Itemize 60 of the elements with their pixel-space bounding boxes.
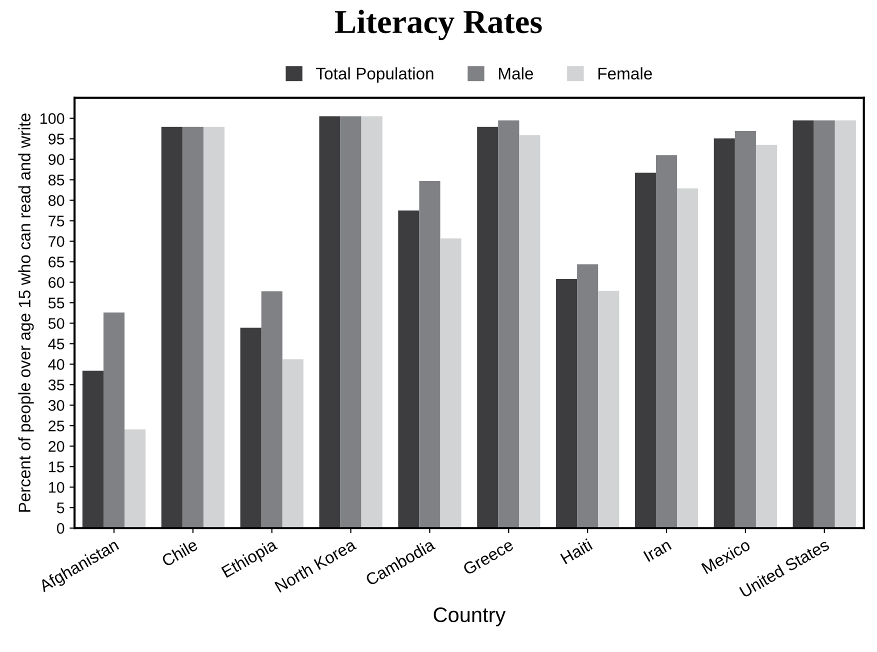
y-tick-label: 100	[40, 113, 64, 124]
bar	[419, 180, 440, 528]
y-tick-label: 35	[48, 380, 64, 390]
y-tick-label: 80	[48, 195, 64, 206]
bar	[124, 429, 146, 528]
y-tick-label: 15	[48, 462, 64, 472]
bar	[182, 126, 204, 528]
legend-label: Male	[499, 67, 534, 80]
bar	[556, 278, 578, 528]
bar	[677, 188, 698, 528]
bar	[398, 210, 420, 528]
bar	[714, 138, 735, 528]
bar	[734, 130, 756, 528]
y-tick-label: 20	[48, 441, 64, 452]
bar	[161, 126, 182, 528]
bar	[477, 126, 498, 528]
bar	[814, 120, 835, 528]
bar	[240, 328, 262, 528]
bar	[319, 116, 340, 528]
bar	[203, 126, 225, 528]
y-tick-label: 85	[48, 174, 64, 186]
y-tick-label: 75	[48, 216, 64, 226]
y-tick-label: 45	[48, 338, 64, 350]
y-tick-label: 50	[48, 318, 64, 329]
bar	[519, 135, 540, 528]
bar	[340, 116, 362, 528]
bar	[656, 155, 678, 528]
y-tick-label: 60	[48, 277, 64, 288]
y-tick-label: 70	[48, 236, 64, 247]
y-tick-label: 10	[48, 482, 64, 493]
bar	[792, 120, 814, 528]
y-tick-label: 0	[56, 522, 64, 534]
bar	[361, 116, 382, 528]
y-tick-label: 5	[56, 502, 64, 514]
bar	[103, 312, 125, 528]
bar	[598, 290, 620, 528]
bar	[440, 238, 462, 528]
bar	[577, 264, 598, 528]
y-tick-label: 40	[48, 359, 64, 370]
chart-title: Literacy Rates	[334, 10, 542, 40]
bar	[834, 120, 856, 528]
x-tick-label: Chile	[160, 538, 198, 568]
bar	[756, 144, 778, 528]
bar	[82, 370, 104, 528]
y-axis-title: Percent of people over age 15 who can read and write	[18, 114, 34, 512]
bar	[261, 291, 282, 528]
x-axis-title: Country	[434, 607, 506, 626]
y-tick-label: 55	[48, 298, 64, 308]
y-tick-label: 90	[48, 154, 64, 165]
y-tick-label: 65	[48, 256, 64, 268]
legend-label: Total Population	[316, 67, 434, 83]
bar	[282, 359, 304, 528]
bar	[634, 172, 656, 528]
legend-label: Female	[598, 67, 652, 80]
y-tick-label: 30	[48, 400, 64, 411]
y-tick-label: 25	[48, 420, 64, 432]
y-tick-label: 95	[48, 134, 64, 144]
x-tick-label: Iran	[643, 538, 672, 562]
bar	[498, 120, 520, 528]
x-tick-label: Haiti	[560, 538, 593, 564]
